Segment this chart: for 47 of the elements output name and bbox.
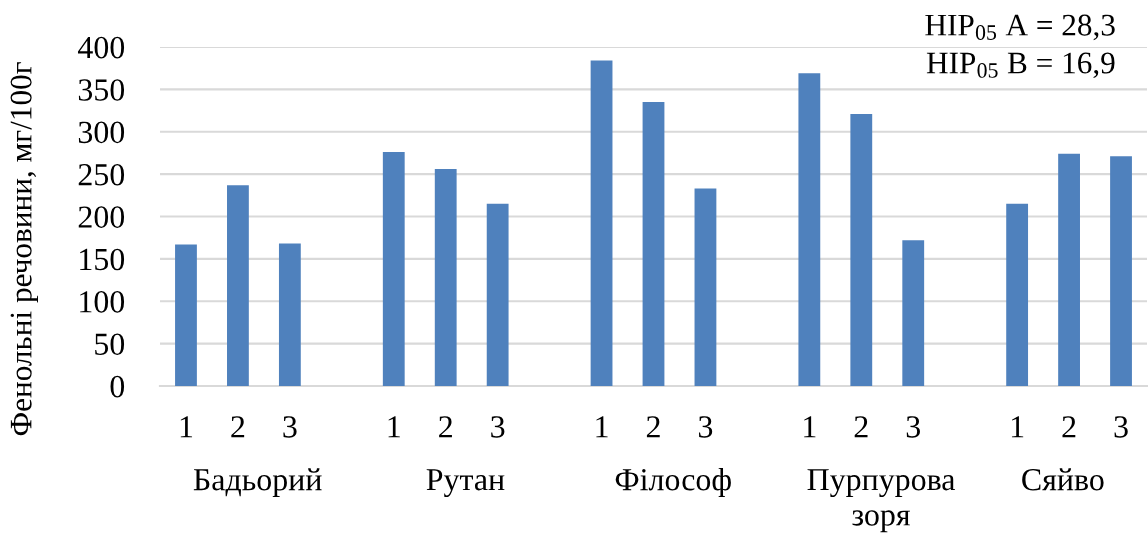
y-tick-label: 150 — [80, 248, 125, 271]
bar — [798, 73, 821, 386]
bar — [227, 185, 249, 386]
bar — [486, 203, 509, 386]
annotation: НІР$_{05}$ В = 16,9 — [926, 52, 1115, 79]
bar — [278, 243, 301, 386]
text: Філософ — [615, 468, 731, 497]
bar — [1006, 203, 1029, 386]
y-axis-title: Фенольні речовини, мг/100г — [10, 62, 38, 436]
y-tick-label: 100 — [80, 291, 125, 313]
text: Бадьорий — [193, 468, 322, 497]
x-tick-label: 3 — [491, 416, 505, 438]
bar — [694, 188, 717, 386]
bar — [1058, 153, 1080, 386]
x-tick-label: 3 — [698, 416, 713, 438]
x-tick-label: 3 — [906, 416, 920, 438]
bar — [175, 244, 197, 386]
y-tick-label: 350 — [78, 79, 125, 101]
x-tick-label: 1 — [388, 416, 400, 438]
text: Пурпурова зоря — [807, 469, 956, 533]
y-tick-label: 300 — [78, 121, 125, 144]
y-tick-label: 200 — [78, 206, 125, 228]
bar — [1110, 156, 1132, 386]
y-tick-label: 50 — [95, 333, 125, 356]
x-tick-label: 3 — [1114, 416, 1128, 438]
y-tick-label: 400 — [77, 36, 125, 59]
x-tick-label: 2 — [1062, 416, 1076, 438]
x-tick-label: 3 — [283, 416, 297, 438]
bar — [642, 102, 665, 386]
y-tick-label: 0 — [110, 375, 125, 398]
text: Сяйво — [1022, 468, 1104, 491]
text: НІР$_{05}$ А = 28,3 — [925, 14, 1115, 41]
x-tick-label: 2 — [854, 416, 868, 438]
text: Рутан — [426, 469, 505, 497]
y-tick-label: 250 — [78, 163, 125, 186]
x-tick-label: 1 — [804, 416, 816, 438]
bar — [850, 113, 873, 386]
x-tick-label: 2 — [646, 416, 660, 438]
x-tick-label: 2 — [439, 416, 452, 438]
bar — [902, 240, 925, 386]
bar — [434, 169, 457, 386]
x-tick-label: 1 — [180, 416, 193, 438]
bar — [382, 152, 405, 386]
bar — [590, 60, 613, 386]
x-tick-label: 2 — [231, 416, 245, 438]
x-tick-label: 1 — [596, 416, 608, 438]
x-tick-label: 1 — [1011, 416, 1024, 438]
